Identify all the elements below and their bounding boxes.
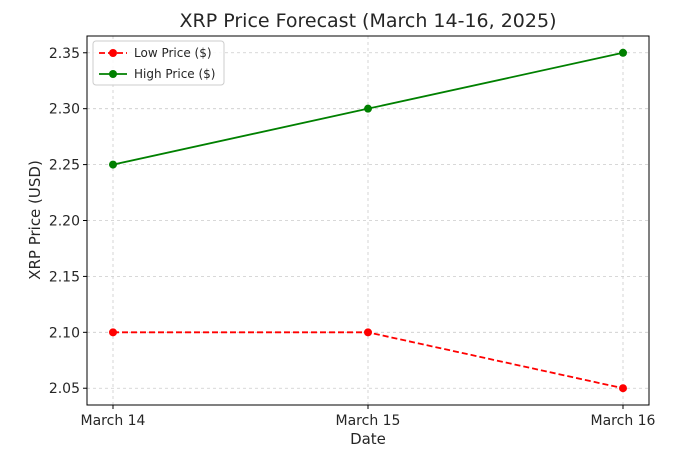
chart-title: XRP Price Forecast (March 14-16, 2025) [180, 10, 557, 32]
data-point [364, 328, 372, 337]
y-tick-label: 2.05 [49, 381, 80, 397]
y-tick-label: 2.20 [49, 214, 80, 230]
x-tick-label: March 16 [591, 413, 656, 429]
x-axis-label: Date [350, 430, 386, 448]
data-point [109, 160, 117, 169]
series-layer [109, 48, 627, 393]
data-point [619, 384, 627, 393]
x-axis: March 14 March 15 March 16 [81, 405, 656, 429]
legend-swatch-marker [109, 70, 117, 78]
y-axis: 2.05 2.10 2.15 2.20 2.25 2.30 2.35 [49, 46, 87, 397]
data-point [109, 328, 117, 337]
y-tick-label: 2.10 [49, 325, 80, 341]
y-axis-label: XRP Price (USD) [26, 160, 44, 280]
legend-swatch-marker [109, 49, 117, 57]
y-tick-label: 2.30 [49, 102, 80, 118]
data-point [619, 48, 627, 57]
x-tick-label: March 15 [336, 413, 401, 429]
y-tick-label: 2.15 [49, 269, 80, 285]
x-tick-label: March 14 [81, 413, 146, 429]
y-tick-label: 2.35 [49, 46, 80, 62]
legend: Low Price ($) High Price ($) [92, 40, 225, 86]
legend-label: High Price ($) [134, 67, 215, 81]
grid [87, 36, 649, 405]
legend-label: Low Price ($) [134, 46, 212, 60]
y-tick-label: 2.25 [49, 158, 80, 174]
data-point [364, 104, 372, 113]
